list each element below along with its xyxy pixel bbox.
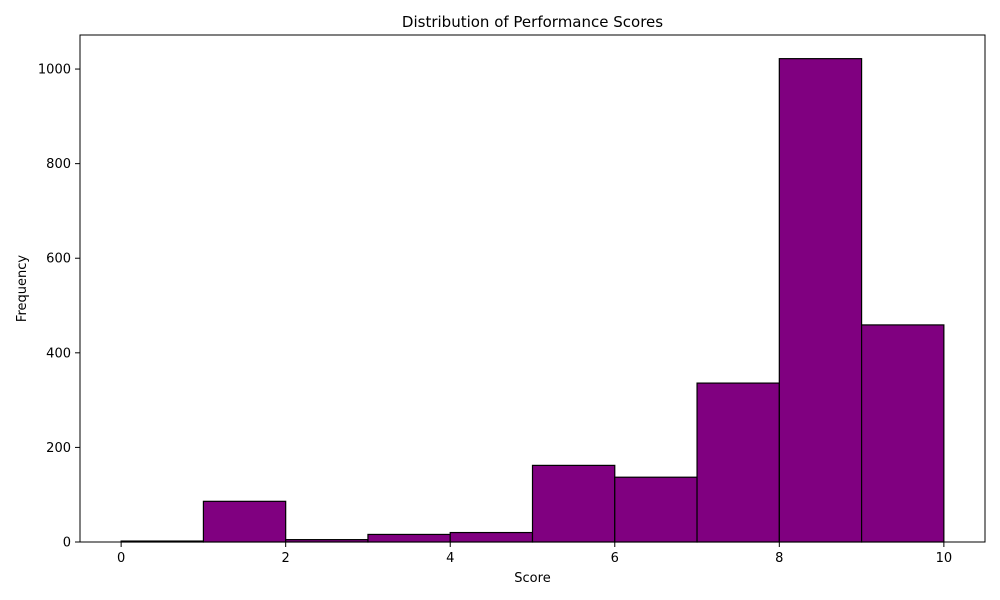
x-tick-label: 4 <box>446 551 454 566</box>
x-axis: 0 2 4 6 8 10 <box>117 542 952 566</box>
plot-frame <box>79 34 986 543</box>
x-axis-label: Score <box>514 571 550 586</box>
histogram-bar <box>860 324 945 543</box>
x-tick-label: 10 <box>936 551 953 566</box>
x-tick-label: 2 <box>282 551 290 566</box>
histogram-bar <box>449 531 534 543</box>
y-tick-label: 0 <box>63 536 71 551</box>
y-tick-label: 600 <box>46 252 71 267</box>
y-axis: 0 200 400 600 800 1000 <box>38 63 80 551</box>
histogram-bar <box>778 58 863 543</box>
histogram-bar <box>696 382 780 543</box>
chart-title: Distribution of Performance Scores <box>402 13 663 31</box>
y-tick-label: 200 <box>46 441 71 456</box>
x-tick-label: 8 <box>775 551 783 566</box>
x-tick-label: 0 <box>117 551 125 566</box>
histogram-bar <box>202 500 287 543</box>
histogram-bar <box>531 464 616 543</box>
y-tick-label: 400 <box>46 346 71 361</box>
x-tick-label: 6 <box>611 551 619 566</box>
y-tick-label: 1000 <box>38 63 71 78</box>
y-axis-label: Frequency <box>15 255 30 322</box>
histogram-bar <box>367 533 451 543</box>
y-tick-label: 800 <box>46 157 71 172</box>
histogram-bar <box>614 476 698 543</box>
bars-group <box>120 58 945 543</box>
